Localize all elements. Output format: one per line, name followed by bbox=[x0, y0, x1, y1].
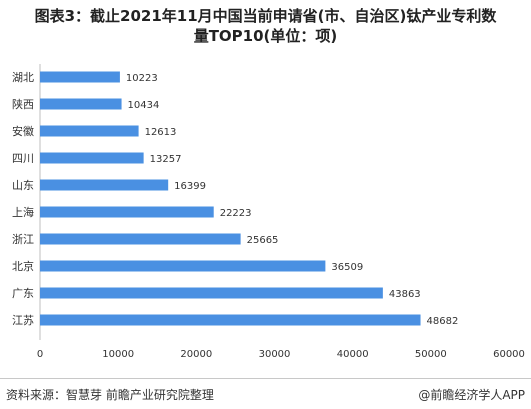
chart-title: 图表3：截止2021年11月中国当前申请省(市、自治区)钛产业专利数 量TOP1… bbox=[0, 6, 531, 46]
category-label: 广东 bbox=[12, 287, 34, 300]
data-label: 36509 bbox=[331, 262, 363, 273]
bar bbox=[40, 260, 326, 272]
data-label: 43863 bbox=[389, 289, 421, 300]
category-label: 湖北 bbox=[12, 71, 34, 84]
bar bbox=[40, 125, 139, 137]
bar bbox=[40, 71, 120, 83]
x-tick-label: 10000 bbox=[102, 349, 134, 360]
data-label: 12613 bbox=[145, 127, 177, 138]
category-label: 四川 bbox=[12, 152, 34, 165]
bar bbox=[40, 287, 383, 299]
data-label: 25665 bbox=[247, 235, 279, 246]
bar bbox=[40, 233, 241, 245]
chart-title-line-1: 图表3：截止2021年11月中国当前申请省(市、自治区)钛产业专利数 bbox=[34, 7, 497, 25]
x-tick-label: 60000 bbox=[493, 349, 525, 360]
x-tick-label: 20000 bbox=[180, 349, 212, 360]
category-label: 上海 bbox=[12, 205, 34, 219]
bar bbox=[40, 179, 169, 191]
data-label: 22223 bbox=[220, 208, 252, 219]
x-tick-label: 30000 bbox=[259, 349, 291, 360]
category-label: 浙江 bbox=[12, 233, 34, 246]
bar bbox=[40, 314, 421, 326]
data-label: 16399 bbox=[174, 181, 206, 192]
category-label: 北京 bbox=[12, 259, 34, 273]
data-label: 10434 bbox=[128, 100, 160, 111]
chart-title-line-2: 量TOP10(单位：项) bbox=[193, 27, 338, 45]
category-label: 江苏 bbox=[12, 314, 34, 327]
x-tick-label: 40000 bbox=[337, 349, 369, 360]
brand-credit: @前瞻经济学人APP bbox=[418, 388, 525, 402]
source-note: 资料来源：智慧芽 前瞻产业研究院整理 bbox=[6, 388, 214, 402]
bar bbox=[40, 206, 214, 218]
x-tick-label: 0 bbox=[37, 349, 43, 360]
data-label: 13257 bbox=[150, 154, 182, 165]
footer: 资料来源：智慧芽 前瞻产业研究院整理 @前瞻经济学人APP bbox=[0, 378, 531, 409]
category-label: 山东 bbox=[12, 179, 34, 192]
bar bbox=[40, 98, 122, 110]
bar bbox=[40, 152, 144, 164]
category-label: 安徽 bbox=[12, 124, 34, 138]
data-label: 48682 bbox=[427, 316, 459, 327]
x-tick-label: 50000 bbox=[415, 349, 447, 360]
data-label: 10223 bbox=[126, 73, 158, 84]
category-label: 陕西 bbox=[12, 97, 34, 111]
